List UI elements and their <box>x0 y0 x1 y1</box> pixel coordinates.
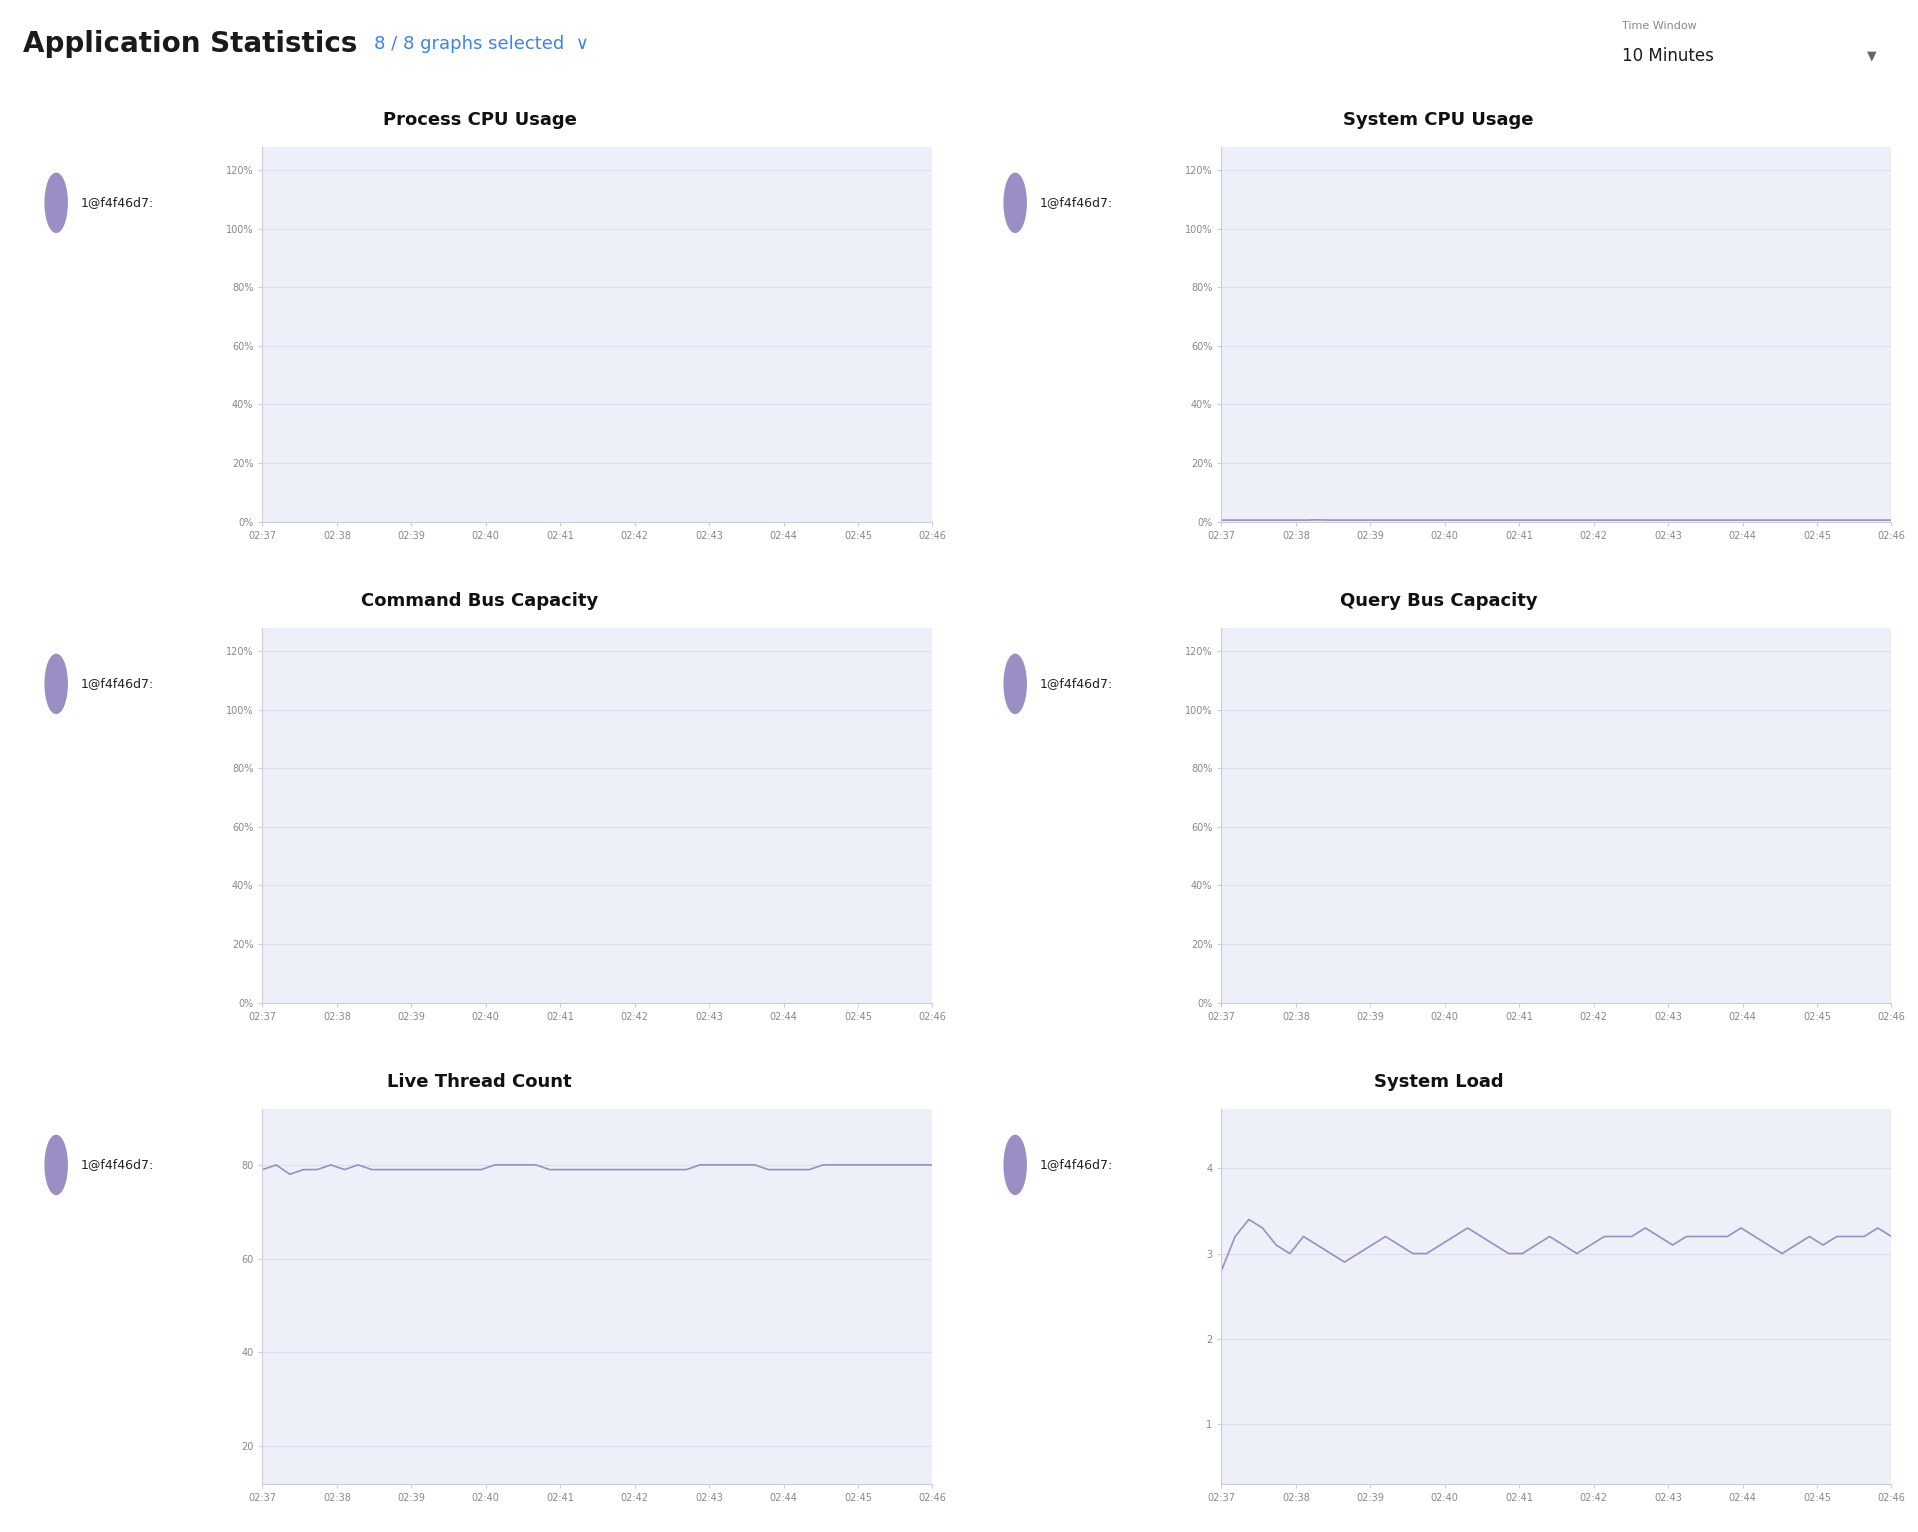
Text: Query Bus Capacity: Query Bus Capacity <box>1339 593 1538 610</box>
Text: 1@f4f46d7:: 1@f4f46d7: <box>81 1158 153 1172</box>
Text: 1@f4f46d7:: 1@f4f46d7: <box>1040 1158 1112 1172</box>
Text: 1@f4f46d7:: 1@f4f46d7: <box>1040 196 1112 210</box>
Text: 8 / 8 graphs selected  ∨: 8 / 8 graphs selected ∨ <box>374 35 589 54</box>
Text: 10 Minutes: 10 Minutes <box>1623 47 1715 64</box>
Text: ▼: ▼ <box>1868 49 1878 63</box>
Text: Live Thread Count: Live Thread Count <box>387 1074 572 1091</box>
Ellipse shape <box>1005 654 1026 714</box>
Text: Application Statistics: Application Statistics <box>23 31 357 58</box>
Text: Time Window: Time Window <box>1623 21 1697 32</box>
Ellipse shape <box>1005 173 1026 233</box>
Text: 1@f4f46d7:: 1@f4f46d7: <box>1040 677 1112 691</box>
Text: Process CPU Usage: Process CPU Usage <box>382 112 577 129</box>
Text: System Load: System Load <box>1373 1074 1504 1091</box>
Text: Command Bus Capacity: Command Bus Capacity <box>361 593 598 610</box>
Ellipse shape <box>46 173 67 233</box>
Ellipse shape <box>1005 1135 1026 1195</box>
Ellipse shape <box>46 1135 67 1195</box>
Ellipse shape <box>46 654 67 714</box>
Text: 1@f4f46d7:: 1@f4f46d7: <box>81 196 153 210</box>
Text: System CPU Usage: System CPU Usage <box>1343 112 1534 129</box>
Text: 1@f4f46d7:: 1@f4f46d7: <box>81 677 153 691</box>
